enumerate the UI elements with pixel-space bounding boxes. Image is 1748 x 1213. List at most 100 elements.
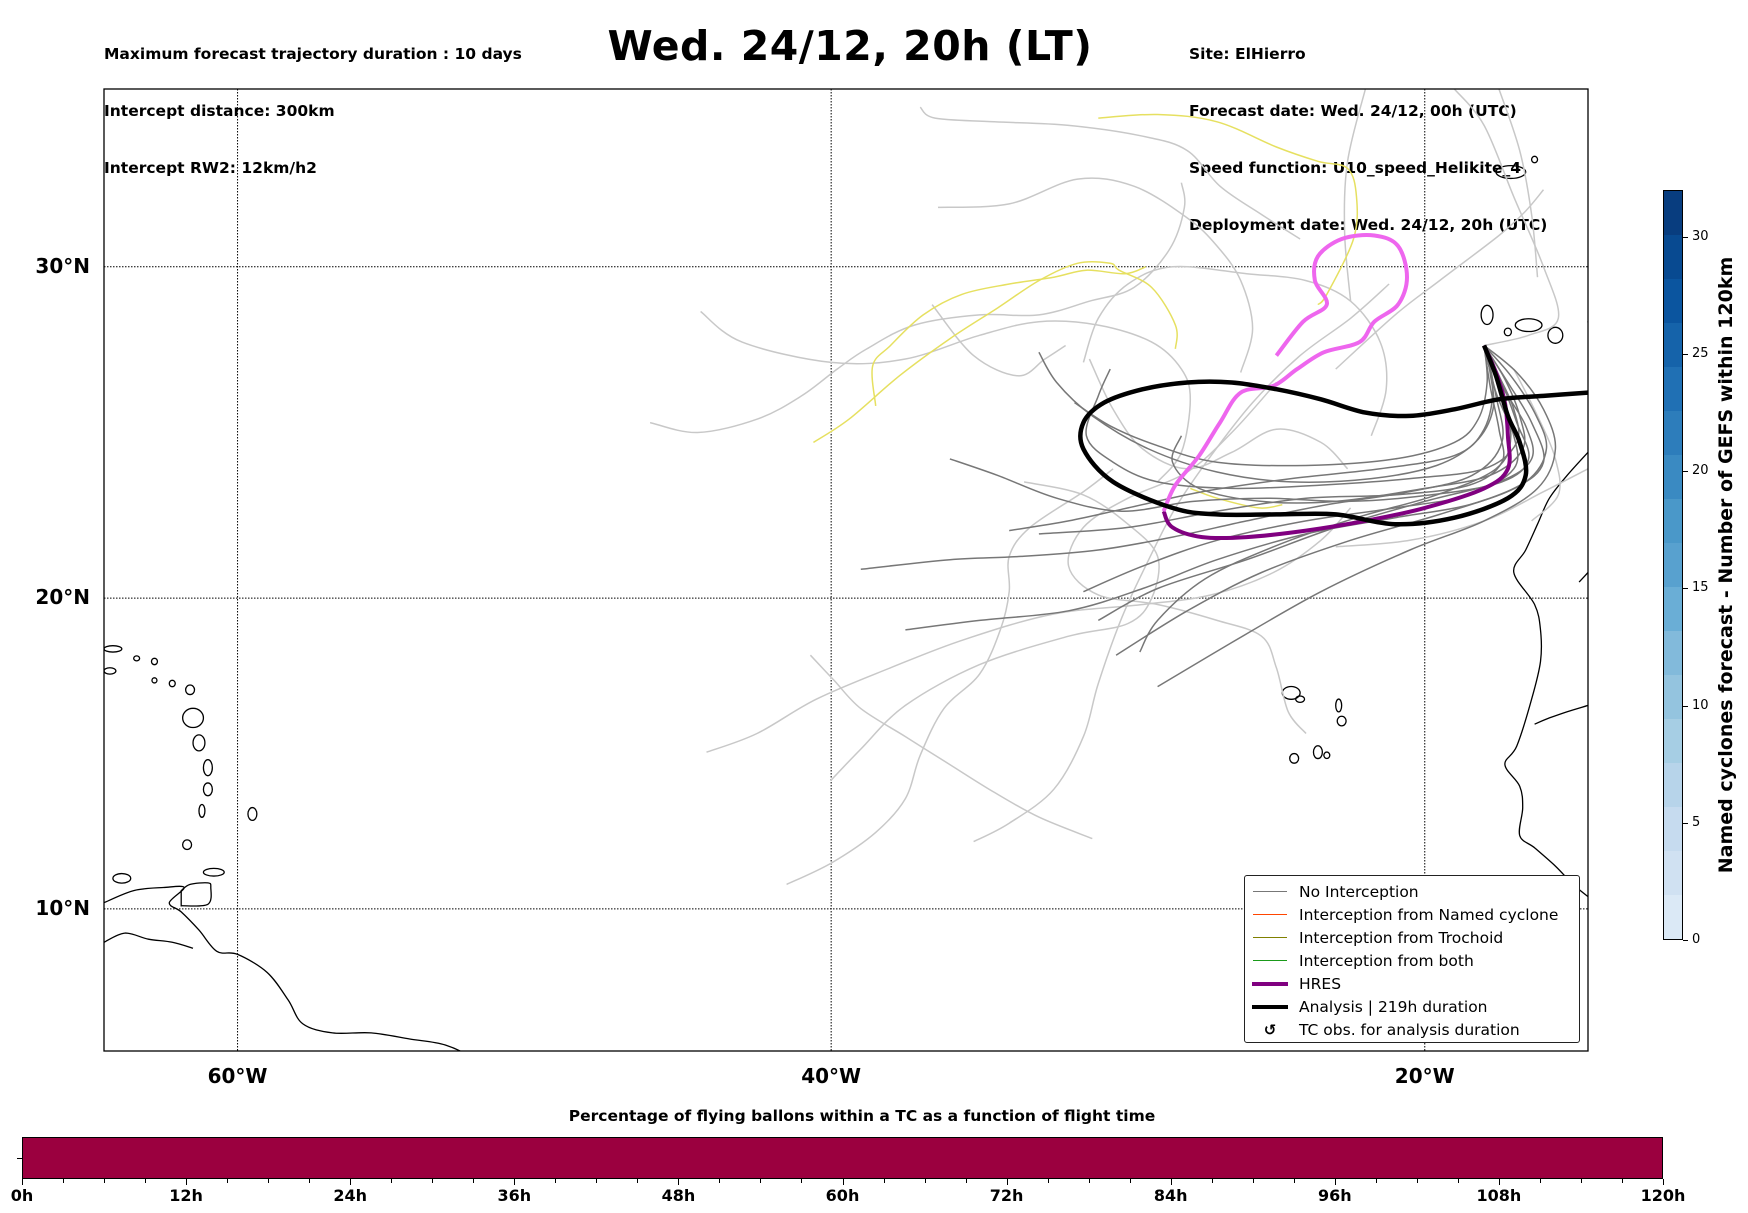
colorbar-tick-label: 25 <box>1692 346 1709 362</box>
colorbar-tick-label: 15 <box>1692 580 1709 596</box>
trajectory-light <box>700 310 1192 483</box>
trajectory-no-interception <box>1085 345 1520 490</box>
legend-label: Interception from both <box>1299 951 1474 970</box>
colorbar-segment <box>1664 807 1682 851</box>
colorbar-segment <box>1664 455 1682 499</box>
island-outline <box>1530 155 1539 164</box>
island-outline <box>180 882 212 907</box>
colorbar-tick-label: 5 <box>1692 814 1701 830</box>
map-legend: No Interception Interception from Named c… <box>1244 875 1580 1043</box>
time-bar-minor-tick <box>883 1179 885 1183</box>
island-outline <box>150 657 159 666</box>
time-bar-major-tick <box>1006 1179 1008 1185</box>
time-bar-title: Percentage of flying ballons within a TC… <box>568 1107 1156 1125</box>
colorbar-tick <box>1683 705 1688 707</box>
lat-tick-label: 30°N <box>35 253 90 278</box>
colorbar-tick <box>1683 940 1688 941</box>
time-bar-tick-label: 108h <box>1476 1186 1522 1205</box>
trajectory-light <box>1088 358 1349 470</box>
legend-item: Analysis | 219h duration <box>1245 995 1488 1018</box>
coastline <box>104 932 194 949</box>
time-bar-minor-tick <box>1293 1179 1295 1183</box>
time-bar-major-tick <box>186 1179 188 1185</box>
island-outline <box>192 734 206 752</box>
legend-label: Analysis | 219h duration <box>1299 997 1488 1016</box>
time-bar-major-tick <box>22 1179 23 1185</box>
time-bar-minor-tick <box>104 1179 106 1183</box>
trajectory-yellow <box>1098 113 1359 306</box>
time-bar-minor-tick <box>924 1179 926 1183</box>
legend-swatch <box>1253 936 1287 939</box>
island-outline <box>1281 685 1301 700</box>
time-bar-minor-tick <box>1539 1179 1541 1183</box>
tc-obs-icon: ↺ <box>1263 1020 1277 1039</box>
colorbar-segment <box>1664 719 1682 763</box>
coastlines <box>104 155 1588 1051</box>
trajectory-no-interception <box>1171 345 1526 504</box>
colorbar-tick <box>1683 471 1688 473</box>
island-outline <box>1495 164 1527 180</box>
trajectory-light <box>830 481 1160 781</box>
time-bar-minor-tick <box>473 1179 475 1183</box>
colorbar-segment <box>1664 499 1682 543</box>
time-bar-minor-tick <box>268 1179 270 1183</box>
header-right-line: Speed function: U10_speed_Helikite_4 <box>1189 159 1522 177</box>
time-bar-minor-tick <box>1416 1179 1418 1183</box>
header-right-line: Forecast date: Wed. 24/12, 00h (UTC) <box>1189 102 1517 120</box>
colorbar-segment <box>1664 411 1682 455</box>
trajectory-light <box>1498 89 1539 278</box>
legend-item: HRES <box>1245 972 1341 995</box>
trajectory-yellow <box>871 266 1147 406</box>
time-bar-tick-label: 24h <box>333 1186 368 1205</box>
colorbar-segment <box>1664 631 1682 675</box>
island-outline <box>202 759 213 777</box>
legend-label: Interception from Named cyclone <box>1299 905 1559 924</box>
lon-tick-label: 60°W <box>207 1064 268 1088</box>
island-outline <box>151 677 158 684</box>
time-bar-minor-tick <box>309 1179 311 1183</box>
island-outline <box>104 645 123 653</box>
lon-tick-label: 20°W <box>1394 1064 1455 1088</box>
time-bar-minor-tick <box>1129 1179 1131 1183</box>
time-bar-major-tick <box>678 1179 680 1185</box>
colorbar-tick <box>1683 236 1688 238</box>
header-info-left: Maximum forecast trajectory duration : 1… <box>104 7 522 197</box>
header-left-line: Intercept distance: 300km <box>104 102 335 120</box>
legend-swatch <box>1252 1004 1288 1009</box>
time-bar-tick-label: 48h <box>661 1186 696 1205</box>
coastline <box>1534 704 1588 725</box>
time-bar-minor-tick <box>1211 1179 1213 1183</box>
time-bar-tick-label: 12h <box>169 1186 203 1205</box>
island-outline <box>1312 745 1324 760</box>
time-bar-minor-tick <box>1252 1179 1254 1183</box>
time-bar <box>22 1137 1663 1179</box>
time-bar-tick-label: 72h <box>989 1186 1024 1205</box>
legend-label: No Interception <box>1299 882 1419 901</box>
island-outline <box>1480 304 1494 326</box>
island-outline <box>181 839 193 851</box>
lat-tick-label: 20°N <box>35 585 90 610</box>
legend-item: Interception from both <box>1245 949 1474 972</box>
time-bar-minor-tick <box>432 1179 434 1183</box>
colorbar-tick-label: 30 <box>1692 228 1709 244</box>
colorbar-segment <box>1664 851 1682 895</box>
colorbar-segment <box>1664 543 1682 587</box>
time-bar-minor-tick <box>801 1179 803 1183</box>
island-outline <box>1335 698 1343 713</box>
time-bar-minor-tick <box>965 1179 967 1183</box>
time-bar-minor-tick <box>555 1179 557 1183</box>
island-outline <box>1503 327 1513 337</box>
trajectory-light <box>1335 189 1545 370</box>
colorbar-segment <box>1664 323 1682 367</box>
legend-item: Interception from Named cyclone <box>1245 903 1558 926</box>
trajectory-no-interception <box>1038 345 1495 483</box>
legend-swatch <box>1252 981 1288 986</box>
time-bar-minor-tick <box>719 1179 721 1183</box>
trajectory-analysis <box>1078 344 1588 527</box>
time-bar-major-tick <box>1334 1179 1336 1185</box>
colorbar-segment <box>1664 895 1682 939</box>
trajectory-no-interception <box>1009 345 1494 532</box>
trajectory-light <box>931 304 1067 377</box>
time-bar-minor-tick <box>145 1179 147 1183</box>
time-bar-major-tick <box>1498 1179 1500 1185</box>
